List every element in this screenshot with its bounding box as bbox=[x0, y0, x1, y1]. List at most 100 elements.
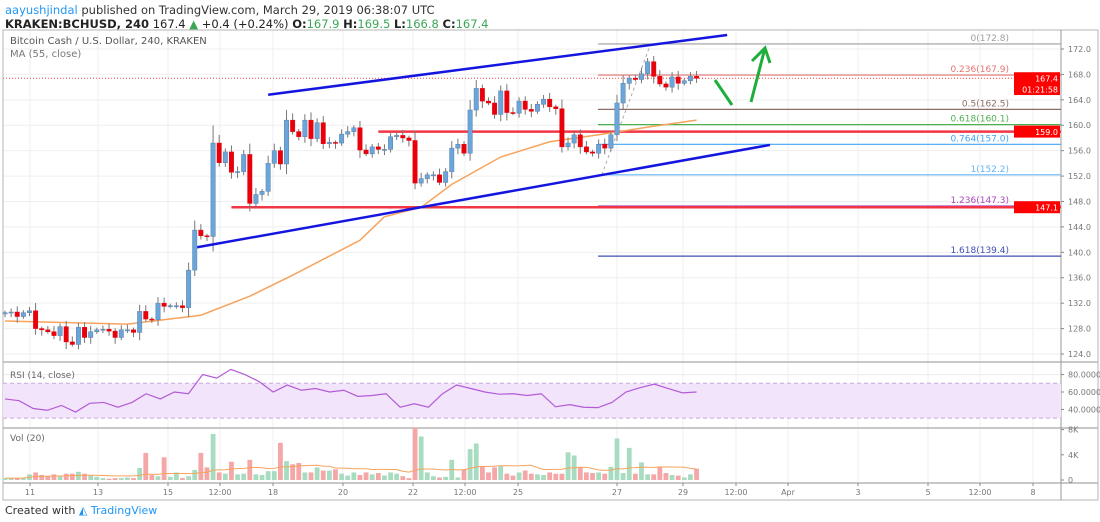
volume-bar bbox=[620, 473, 626, 480]
candle-down bbox=[400, 135, 406, 139]
candle-up bbox=[155, 302, 161, 320]
volume-bar bbox=[186, 476, 191, 480]
time-tick-label: 27 bbox=[612, 488, 622, 497]
volume-bar bbox=[314, 467, 320, 480]
ma-legend: MA (55, close) bbox=[10, 49, 81, 60]
candle-up bbox=[8, 311, 14, 314]
volume-bar bbox=[363, 472, 369, 480]
channel-trend-line[interactable] bbox=[267, 33, 728, 96]
candle-down bbox=[106, 328, 112, 332]
up-triangle-icon: ▲ bbox=[189, 17, 199, 31]
time-tick-label: 25 bbox=[513, 488, 523, 497]
candle-down bbox=[333, 142, 338, 144]
volume-bar bbox=[596, 472, 602, 480]
candle-down bbox=[161, 302, 167, 307]
candle-up bbox=[443, 171, 449, 183]
candle-down bbox=[45, 329, 51, 333]
fib-level-label: 0.764(157.0) bbox=[950, 134, 1009, 144]
channel-trend-line[interactable] bbox=[196, 143, 771, 249]
volume-bar bbox=[192, 469, 198, 480]
volume-bar bbox=[424, 472, 430, 480]
volume-bar bbox=[467, 449, 473, 480]
candle-down bbox=[112, 330, 118, 338]
time-tick-label: 22 bbox=[408, 488, 418, 497]
down-arrow-stroke[interactable] bbox=[713, 79, 734, 106]
candle-up bbox=[259, 191, 265, 195]
volume-bar bbox=[204, 467, 210, 480]
tradingview-link[interactable]: TradingView bbox=[90, 504, 158, 517]
volume-bar bbox=[400, 476, 406, 480]
fib-level-label: 0.618(160.1) bbox=[950, 115, 1009, 125]
candle-up bbox=[57, 326, 63, 336]
rsi-tick-label: 40.0000 bbox=[1068, 405, 1100, 414]
time-tick-label: 29 bbox=[678, 488, 688, 497]
volume-bar bbox=[473, 443, 479, 480]
price-tick-label: 168.0 bbox=[1068, 70, 1091, 79]
volume-bar bbox=[143, 452, 149, 480]
candle-down bbox=[33, 310, 39, 329]
rsi-tick-label: 80.0000 bbox=[1068, 371, 1100, 380]
candle-down bbox=[51, 331, 57, 336]
candle-down bbox=[577, 134, 583, 148]
rsi-14-line bbox=[4, 368, 697, 413]
created-with: Created with bbox=[5, 504, 76, 517]
volume-bar bbox=[57, 476, 63, 480]
volume-bar bbox=[510, 475, 516, 480]
candle-up bbox=[167, 305, 173, 307]
price-label-box bbox=[1014, 201, 1060, 214]
volume-bar bbox=[369, 474, 375, 480]
candle-down bbox=[479, 88, 485, 102]
volume-bar bbox=[431, 476, 436, 480]
candle-up bbox=[541, 98, 547, 105]
volume-bar bbox=[216, 472, 222, 480]
fib-retracement[interactable]: 0(172.8) 0.236(167.9) 0.5(162.5) 0.618(160.… bbox=[598, 34, 1061, 257]
volume-bar bbox=[296, 462, 302, 480]
publish-info: aayushjindal published on TradingView.co… bbox=[5, 3, 435, 17]
trend-lines[interactable] bbox=[196, 33, 771, 249]
volume-bar bbox=[265, 471, 271, 480]
candle-down bbox=[510, 112, 516, 114]
candle-down bbox=[69, 341, 75, 345]
high-label: H: bbox=[343, 17, 358, 31]
candle-up bbox=[27, 310, 32, 313]
time-tick-label: 13 bbox=[93, 488, 103, 497]
time-tick-label: 18 bbox=[268, 488, 278, 497]
candle-up bbox=[687, 76, 693, 82]
volume-bar bbox=[82, 473, 87, 480]
price-label-box bbox=[1014, 125, 1060, 138]
chart-frame bbox=[2, 29, 1099, 501]
candle-down bbox=[663, 83, 669, 88]
fib-trend-line[interactable] bbox=[601, 43, 652, 175]
volume-bar bbox=[694, 468, 699, 480]
candle-up bbox=[418, 178, 424, 184]
last-price: 167.4 bbox=[152, 17, 186, 31]
volume-bar bbox=[259, 474, 265, 480]
volume-bar bbox=[2, 478, 8, 480]
candle-down bbox=[412, 140, 418, 184]
candle-down bbox=[461, 144, 467, 154]
time-tick-label: 11 bbox=[25, 488, 35, 497]
candle-down bbox=[583, 146, 589, 153]
volume-bar bbox=[632, 473, 638, 480]
candle-down bbox=[228, 151, 234, 173]
volume-bar bbox=[479, 466, 485, 480]
author-link[interactable]: aayushjindal bbox=[5, 3, 78, 17]
volume-tick-label: 8K bbox=[1068, 426, 1079, 435]
horizontal-lines[interactable] bbox=[3, 77, 1061, 209]
up-arrow-icon[interactable] bbox=[749, 45, 772, 103]
candle-up bbox=[2, 312, 8, 315]
volume-bar bbox=[118, 478, 124, 480]
candle-down bbox=[198, 229, 204, 237]
volume-bar bbox=[418, 436, 424, 480]
volume-bar bbox=[39, 474, 45, 480]
candle-up bbox=[608, 134, 614, 149]
volume-bar bbox=[253, 474, 259, 480]
volume-bar bbox=[541, 474, 546, 480]
green-arrows[interactable] bbox=[713, 45, 772, 106]
fib-level-label: 0(172.8) bbox=[970, 34, 1009, 44]
tradingview-logo-icon[interactable]: ◭ bbox=[78, 504, 88, 517]
candle-up bbox=[424, 174, 430, 179]
volume-bar bbox=[235, 474, 240, 480]
volume-bar bbox=[681, 477, 687, 480]
